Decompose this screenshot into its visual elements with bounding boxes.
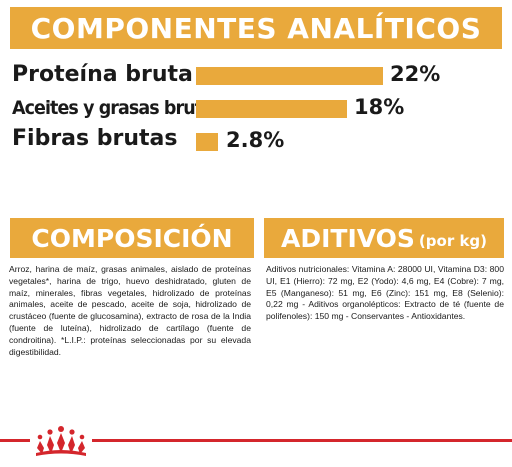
fat-bar (196, 100, 347, 118)
bottom-rule (0, 439, 512, 442)
additives-text: Aditivos nutricionales: Vitamina A: 2800… (266, 264, 504, 322)
composition-text: Arroz, harina de maíz, grasas animales, … (9, 264, 251, 357)
fiber-value: 2.8% (226, 128, 285, 152)
protein-label: Proteína bruta (12, 62, 193, 87)
composition-title: COMPOSICIÓN (31, 223, 233, 253)
additives-title: ADITIVOS (280, 223, 415, 253)
fiber-bar (196, 133, 218, 151)
fiber-label: Fibras brutas (12, 126, 178, 151)
bottom-rule-left (0, 439, 30, 442)
additives-unit: (por kg) (418, 232, 488, 250)
analytic-components-title: COMPONENTES ANALÍTICOS (30, 11, 482, 45)
royal-canin-crown-icon (36, 426, 86, 456)
additives-banner: ADITIVOS (por kg) (264, 218, 504, 258)
analytic-components-banner: COMPONENTES ANALÍTICOS (10, 7, 502, 49)
fat-value: 18% (354, 95, 405, 119)
bottom-rule-right (92, 439, 512, 442)
fat-label: Aceites y grasas brutos (12, 97, 224, 119)
protein-bar (196, 67, 383, 85)
protein-value: 22% (390, 62, 441, 86)
composition-banner: COMPOSICIÓN (10, 218, 254, 258)
